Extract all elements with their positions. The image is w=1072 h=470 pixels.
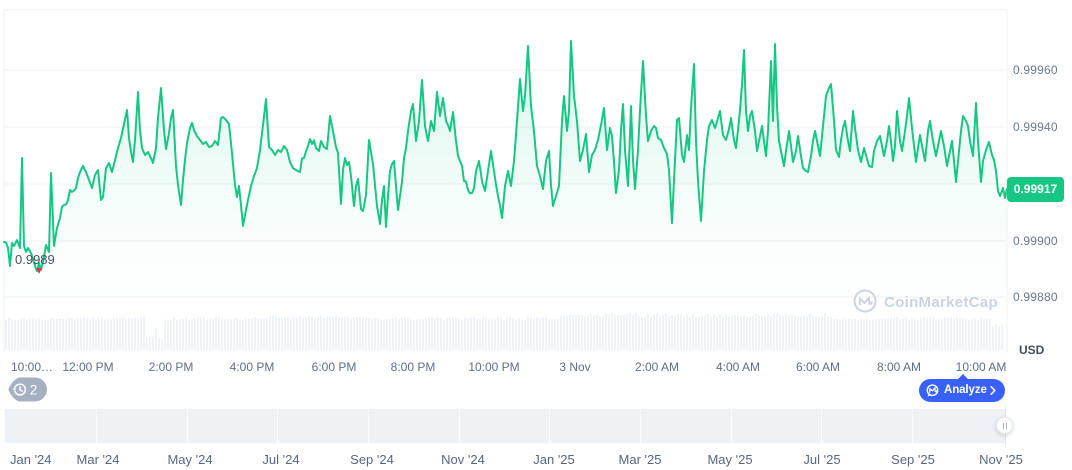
svg-text:2: 2 (30, 382, 38, 397)
